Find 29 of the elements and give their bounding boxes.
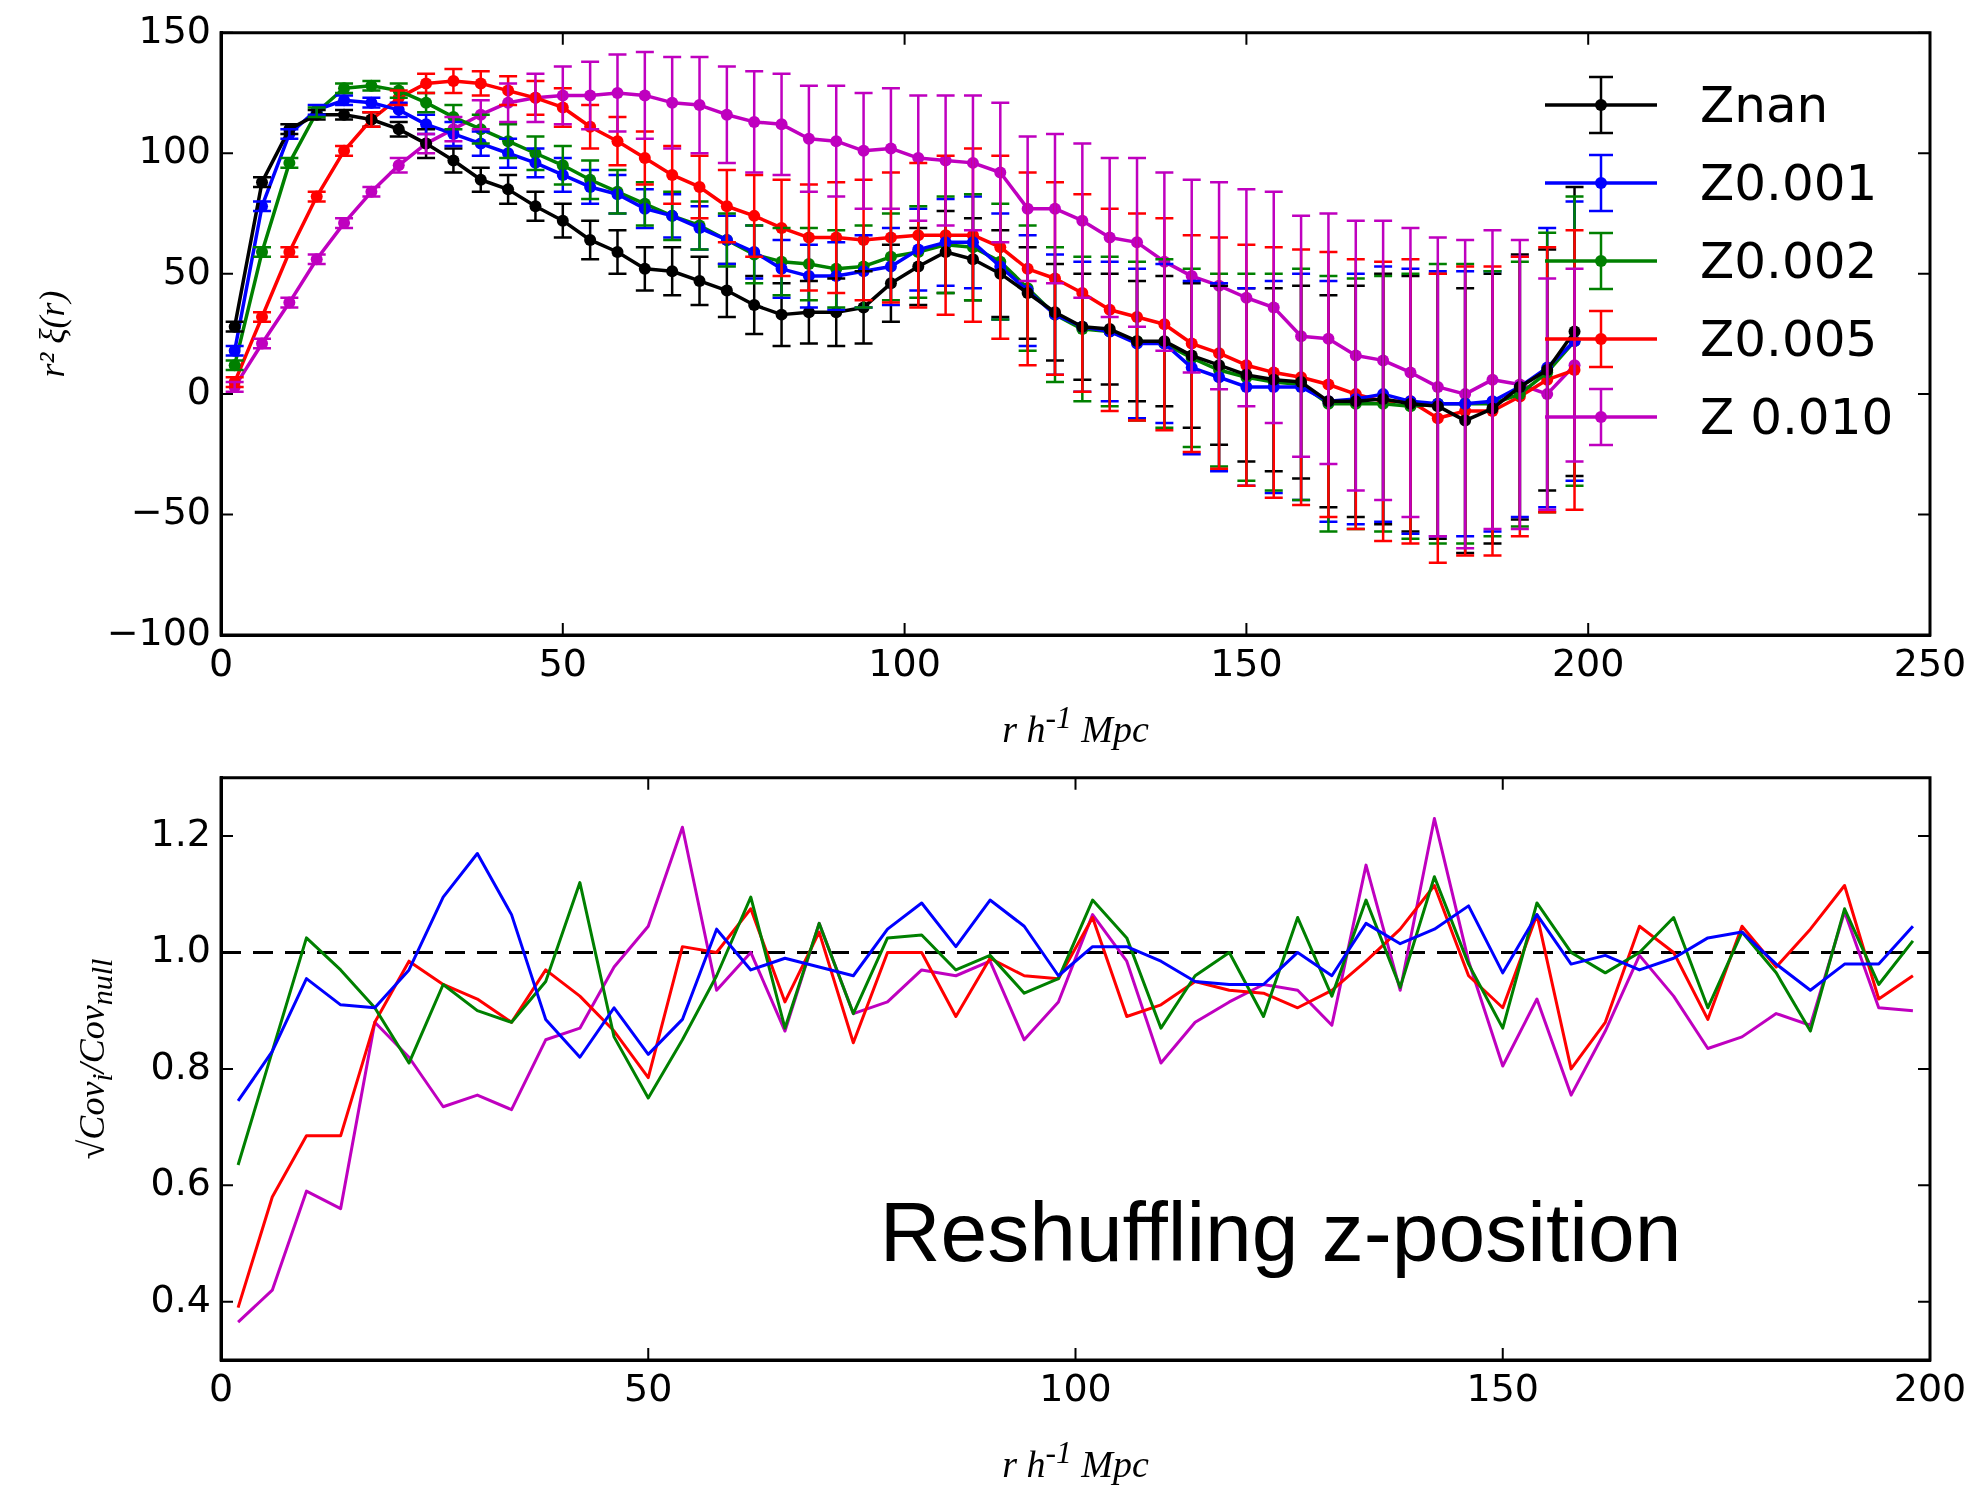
legend-label: Znan [1700, 76, 1829, 134]
y-tick-label: 100 [138, 128, 211, 173]
x-tick-label: 100 [1039, 1365, 1112, 1410]
y-tick-label: 0.4 [150, 1276, 211, 1321]
legend-label: Z 0.010 [1700, 388, 1894, 446]
y-tick-label: 150 [138, 7, 211, 52]
legend-label: Z0.005 [1700, 310, 1878, 368]
x-tick-label: 250 [1893, 640, 1967, 685]
y-axis-title: r² ξ(r) [31, 289, 73, 378]
x-tick-label: 50 [538, 640, 587, 685]
annotation: Reshuffling z-position [879, 1185, 1682, 1280]
y-tick-label: 0 [186, 368, 211, 413]
x-tick-label: 200 [1893, 1365, 1967, 1410]
y-tick-label: 0.8 [150, 1043, 211, 1088]
x-tick-label: 150 [1466, 1365, 1540, 1410]
x-tick-label: 100 [868, 640, 941, 685]
y-tick-label: −100 [106, 609, 211, 654]
y-tick-label: 1.0 [150, 927, 211, 972]
y-tick-label: −50 [130, 489, 211, 534]
legend-label: Z0.001 [1700, 154, 1878, 212]
y-tick-label: 1.2 [150, 810, 211, 855]
x-axis-title: r h$^{-1}$ Mpc [1002, 1435, 1149, 1486]
y-tick-label: 50 [162, 248, 211, 293]
x-tick-label: 50 [624, 1365, 673, 1410]
x-tick-label: 150 [1210, 640, 1283, 685]
x-tick-label: 200 [1551, 640, 1625, 685]
x-axis-title: r h$^{-1}$ Mpc [1002, 700, 1149, 751]
y-tick-label: 0.6 [150, 1160, 211, 1205]
legend-label: Z0.002 [1700, 232, 1878, 290]
